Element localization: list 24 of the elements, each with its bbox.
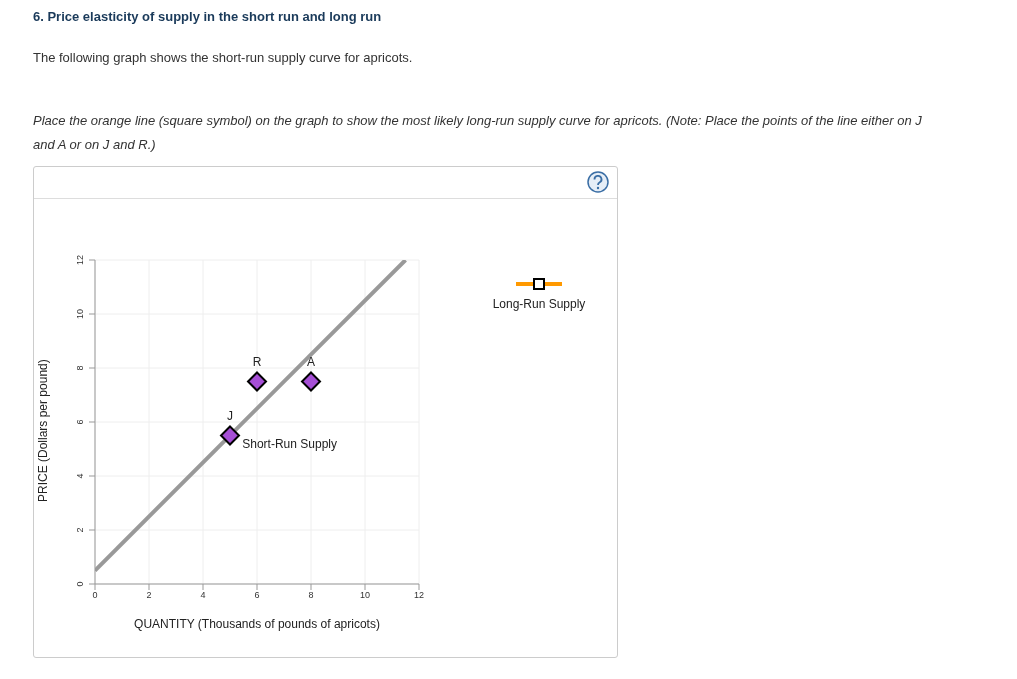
x-tick-label: 8: [308, 590, 314, 601]
annotation: J: [227, 408, 233, 423]
y-tick-label: 4: [75, 473, 85, 479]
y-tick-label: 0: [75, 581, 85, 587]
series-label: Short-Run Supply: [242, 437, 337, 452]
y-tick-label: 6: [75, 419, 85, 425]
legend-label: Long-Run Supply: [491, 297, 587, 311]
y-axis-title: PRICE (Dollars per pound): [36, 359, 51, 502]
text: Place the orange line (square symbol) on the graph to show the most likely long-run supply curve for apricots. (Note: Place the points of the line either on J and A or on J and R.): [33, 112, 923, 154]
y-tick-label: 2: [75, 527, 85, 533]
x-axis-title: QUANTITY (Thousands of pounds of apricots): [134, 617, 380, 631]
x-tick-label: 12: [413, 590, 425, 601]
chart-subtitle: The following graph shows the short-run supply curve for apricots.: [33, 50, 413, 65]
y-tick-label: 8: [75, 365, 85, 371]
annotation: R: [252, 354, 262, 369]
y-tick-label: 12: [75, 254, 85, 266]
annotation: A: [306, 354, 316, 369]
x-tick-label: 2: [146, 590, 152, 601]
x-tick-label: 4: [200, 590, 206, 601]
x-tick-label: 6: [254, 590, 260, 601]
x-tick-label: 10: [359, 590, 371, 601]
x-tick-label: 0: [92, 590, 98, 601]
chart-title: 6. Price elasticity of supply in the short run and long run: [33, 9, 382, 24]
y-tick-label: 10: [75, 308, 85, 320]
